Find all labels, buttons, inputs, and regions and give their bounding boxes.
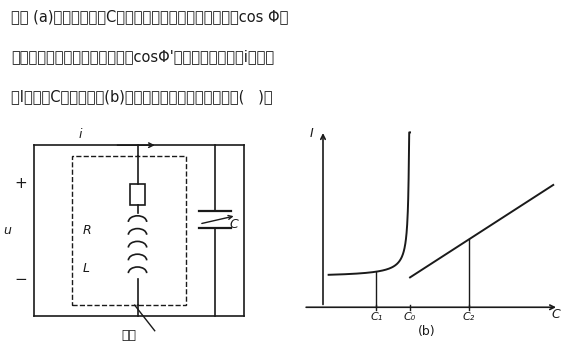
Text: C: C <box>229 218 238 230</box>
Text: i: i <box>79 128 82 141</box>
Text: u: u <box>3 224 11 237</box>
Text: 如图 (a)电路中，电容C可调，若感性负载的功率因数为cos Φ，: 如图 (a)电路中，电容C可调，若感性负载的功率因数为cos Φ， <box>11 10 289 25</box>
Text: I: I <box>310 127 313 140</box>
Text: +: + <box>14 176 27 191</box>
Text: L: L <box>83 262 90 275</box>
Bar <box>129 184 146 205</box>
Text: 并接电容后，电路的功率因数为cosΦ'，电路的端口电流i的有效: 并接电容后，电路的功率因数为cosΦ'，电路的端口电流i的有效 <box>11 49 274 64</box>
Text: C₂: C₂ <box>463 312 475 322</box>
Text: C: C <box>552 308 560 321</box>
Text: 负载: 负载 <box>121 329 136 342</box>
Text: C₀: C₀ <box>404 312 416 322</box>
Text: −: − <box>14 272 27 287</box>
Text: C₁: C₁ <box>370 312 382 322</box>
Text: 値I和电容C的关系如图(b)所示，则下列说法不正确的是(   )。: 値I和电容C的关系如图(b)所示，则下列说法不正确的是( )。 <box>11 89 273 104</box>
Text: R: R <box>83 224 92 237</box>
Text: (b): (b) <box>418 325 435 338</box>
